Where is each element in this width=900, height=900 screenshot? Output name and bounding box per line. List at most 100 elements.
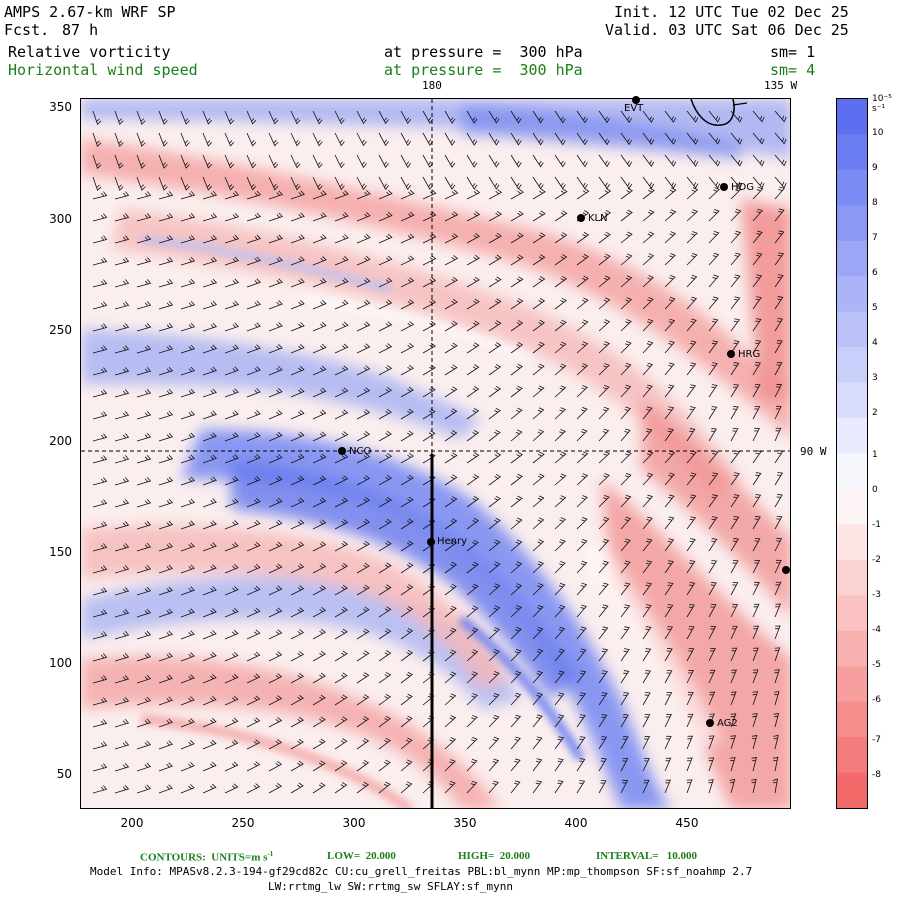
wind-barb <box>202 212 218 222</box>
wind-barb <box>774 383 783 398</box>
wind-barb <box>246 783 261 794</box>
wind-barb <box>312 299 327 310</box>
wind-barb <box>400 110 412 125</box>
wind-barb <box>708 560 718 574</box>
wind-barb <box>751 778 757 794</box>
wind-barb <box>334 760 348 772</box>
wind-barb <box>158 213 174 222</box>
wind-barb <box>444 540 458 552</box>
wind-barb <box>136 586 152 596</box>
wind-barb <box>268 132 279 147</box>
wind-barb <box>664 560 674 574</box>
wind-barb <box>686 406 696 420</box>
wind-barb <box>400 233 415 244</box>
wind-barb <box>114 132 124 147</box>
wind-barb <box>136 110 146 125</box>
wind-barb <box>686 110 699 123</box>
wind-barb <box>576 232 590 244</box>
wind-barb <box>290 497 305 508</box>
wind-barb <box>510 232 524 244</box>
wind-barb <box>730 132 743 145</box>
wind-barb <box>773 712 780 728</box>
wind-barb <box>598 626 609 640</box>
wind-barb <box>444 518 458 530</box>
wind-barb <box>312 256 327 266</box>
wind-barb <box>510 429 523 442</box>
wind-barb <box>378 715 392 728</box>
wind-barb <box>356 518 370 530</box>
wind-barb <box>378 453 393 464</box>
wind-barb <box>158 674 173 684</box>
wind-barb <box>466 110 478 124</box>
wind-barb <box>642 362 654 376</box>
wind-barb <box>290 782 304 794</box>
wind-barb <box>708 779 714 794</box>
contours-info: CONTOURS: UNITS=m s-1 <box>140 850 273 864</box>
wind-barb <box>510 714 522 728</box>
wind-barb <box>510 670 522 684</box>
wind-barb <box>356 694 370 706</box>
wind-barb <box>598 428 610 442</box>
wind-barb <box>664 691 673 706</box>
wind-barb <box>598 692 608 706</box>
wind-barb <box>290 300 305 310</box>
wind-barb <box>400 132 412 147</box>
wind-barb <box>642 626 652 640</box>
wind-barb <box>752 581 760 596</box>
wind-barb <box>180 740 195 750</box>
wind-barb <box>224 176 235 191</box>
wind-barb <box>554 473 567 486</box>
station-kln-dot <box>577 214 585 222</box>
wind-barb <box>356 365 371 376</box>
wind-barb <box>114 257 130 266</box>
wind-barb <box>642 670 651 684</box>
wind-barb <box>598 538 610 552</box>
wind-barb <box>312 738 326 750</box>
wind-barb <box>224 388 239 398</box>
wind-barb <box>268 607 283 618</box>
wind-barb <box>444 298 458 310</box>
wind-barb <box>180 256 196 266</box>
wind-barb <box>312 387 327 398</box>
wind-barb <box>444 452 458 464</box>
wind-barb <box>532 232 546 244</box>
wind-barb <box>312 234 327 244</box>
wind-barb <box>773 734 779 750</box>
wind-barb <box>246 366 261 376</box>
wind-barb <box>202 739 217 750</box>
wind-barb <box>752 713 758 728</box>
wind-barb <box>136 762 152 772</box>
wind-barb <box>246 410 261 420</box>
wind-barb <box>202 674 217 684</box>
wind-barb <box>378 606 392 618</box>
wind-barb <box>136 652 152 662</box>
wind-barb <box>730 538 739 552</box>
wind-barb <box>180 366 196 376</box>
wind-barb <box>686 691 694 706</box>
wind-barb <box>158 132 168 147</box>
wind-barb <box>268 761 283 772</box>
wind-barb <box>510 298 524 310</box>
wind-barb <box>708 603 717 618</box>
wind-barb <box>356 584 370 596</box>
wind-barb <box>290 322 305 332</box>
wind-barb <box>598 516 610 530</box>
wind-barb <box>554 407 567 420</box>
wind-barb <box>708 406 718 420</box>
wind-barb <box>268 388 283 398</box>
wind-barb <box>136 279 152 288</box>
wind-barb <box>356 650 370 662</box>
wind-barb <box>334 387 349 398</box>
colorbar-label: 8 <box>872 198 878 208</box>
map-plot[interactable] <box>80 98 791 809</box>
wind-barb <box>378 584 392 596</box>
wind-barb <box>664 713 672 728</box>
wind-barb <box>730 406 739 420</box>
wind-barb <box>576 560 588 574</box>
wind-barb <box>246 695 261 706</box>
wind-barb <box>598 736 608 750</box>
wind-barb <box>620 362 632 376</box>
wind-barb <box>774 405 782 420</box>
wind-barb <box>598 341 610 354</box>
wind-barb <box>356 453 371 464</box>
